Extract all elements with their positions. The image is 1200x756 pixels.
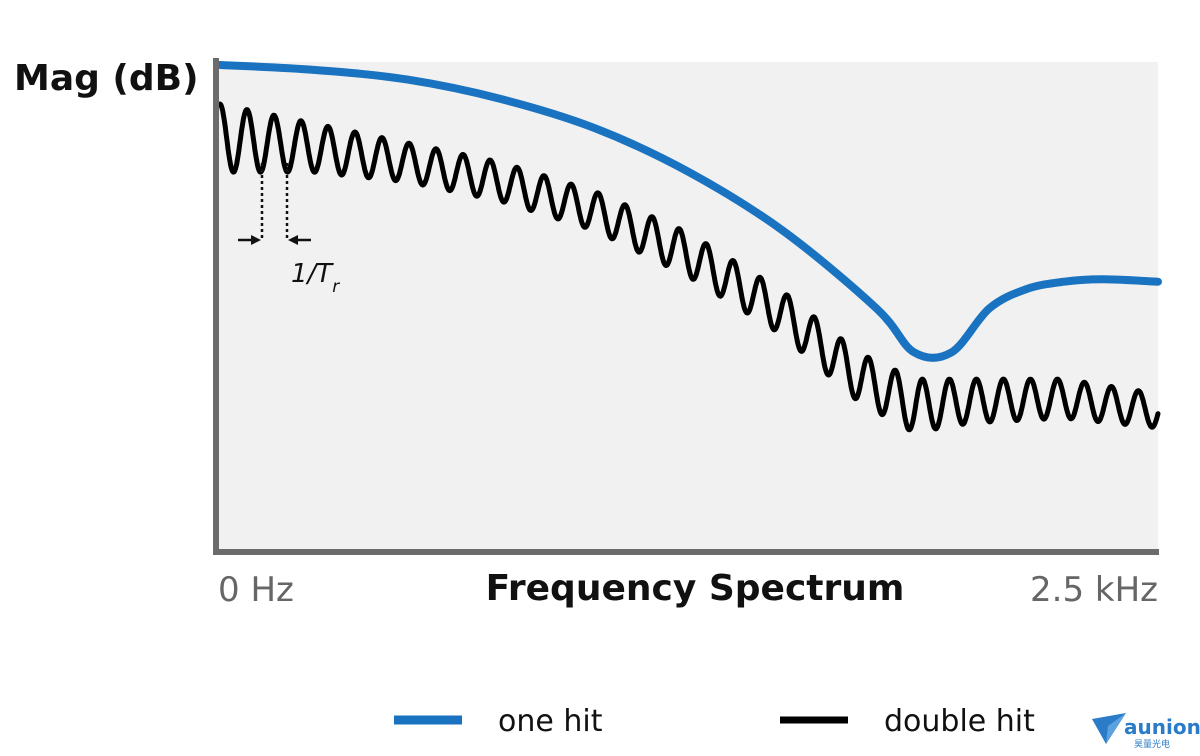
period-annotation: 1/Tr — [238, 163, 340, 297]
brand-name: aunion — [1124, 715, 1200, 739]
legend: one hit double hit — [394, 704, 1035, 739]
plot-area — [216, 62, 1158, 552]
series-line-one-hit — [216, 61, 1162, 362]
y-axis-label: Mag (dB) — [14, 58, 199, 99]
annotation-arrow-left-icon — [251, 235, 261, 245]
x-tick-label-end: 2.5 kHz — [1030, 570, 1158, 610]
brand-logo: aunion 昊量光电 — [1092, 713, 1200, 750]
annotation-text: 1/T — [291, 259, 334, 289]
x-axis-title: Frequency Spectrum — [486, 568, 905, 609]
paper-plane-fold-icon — [1106, 713, 1126, 744]
brand-subtitle: 昊量光电 — [1134, 738, 1170, 750]
annotation-arrow-right-icon — [288, 235, 298, 245]
annotation-label: 1/Tr — [291, 259, 340, 297]
legend-label-double-hit: double hit — [884, 704, 1035, 739]
annotation-subscript: r — [332, 277, 340, 297]
legend-label-one-hit: one hit — [498, 704, 603, 739]
series-line-double-hit — [217, 101, 1161, 433]
x-tick-label-start: 0 Hz — [218, 570, 294, 610]
